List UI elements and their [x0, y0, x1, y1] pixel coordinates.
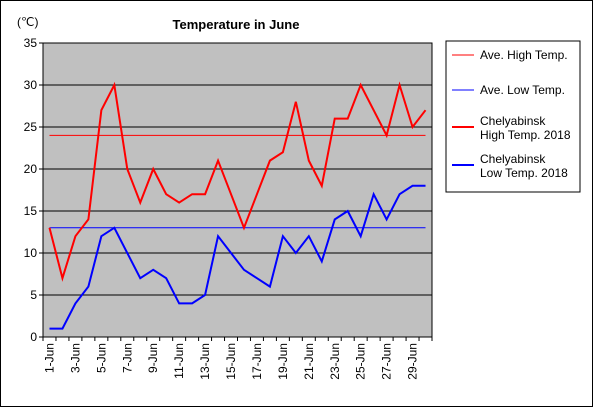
legend-label-4: Chelyabinsk [480, 152, 546, 166]
y-tick-label: 15 [24, 204, 38, 218]
legend: Ave. High Temp. Ave. Low Temp. Chelyabinsk… [445, 40, 581, 193]
x-tick-label: 5-Jun [94, 343, 108, 373]
x-tick-label: 11-Jun [172, 343, 186, 379]
x-tick-label: 9-Jun [146, 343, 160, 373]
y-tick-label: 25 [24, 120, 38, 134]
legend-label-3: High Temp. 2018 [480, 128, 571, 142]
legend-box [445, 40, 581, 193]
x-tick-label: 19-Jun [276, 343, 290, 380]
x-tick-label: 29-Jun [406, 343, 420, 380]
chart-title: Temperature in June [173, 17, 300, 32]
legend-label-1: Ave. High Temp. [480, 48, 568, 62]
x-tick-label: 25-Jun [354, 343, 368, 380]
y-tick-label: 20 [24, 162, 38, 176]
plot-area: 0 5 10 15 20 25 30 35 1-Jun 3-Jun 5-Jun 7-Jun 9-Jun 1… [24, 36, 433, 380]
y-tick-label: 30 [24, 78, 38, 92]
y-tick-label: 5 [30, 288, 37, 302]
legend-label-3: Chelyabinsk [480, 114, 546, 128]
x-tick-label: 13-Jun [198, 343, 212, 380]
plot-background [42, 42, 433, 338]
series-line-3 [48, 81, 427, 282]
y-axis-unit: (℃) [17, 15, 38, 29]
legend-label-4: Low Temp. 2018 [480, 166, 568, 180]
x-tick-label: 3-Jun [68, 343, 82, 373]
y-tick-label: 0 [30, 330, 37, 344]
x-tick-label: 7-Jun [120, 343, 134, 373]
x-tick-label: 15-Jun [224, 343, 238, 380]
x-tick-label: 21-Jun [302, 343, 316, 380]
legend-label-2: Ave. Low Temp. [480, 83, 565, 97]
x-tick-label: 17-Jun [250, 343, 264, 380]
x-tick-label: 1-Jun [42, 343, 56, 373]
y-tick-label: 10 [24, 246, 38, 260]
x-tick-label: 27-Jun [380, 343, 394, 380]
y-tick-label: 35 [24, 36, 38, 50]
series-line-4 [49, 184, 426, 330]
x-tick-label: 23-Jun [328, 343, 342, 380]
